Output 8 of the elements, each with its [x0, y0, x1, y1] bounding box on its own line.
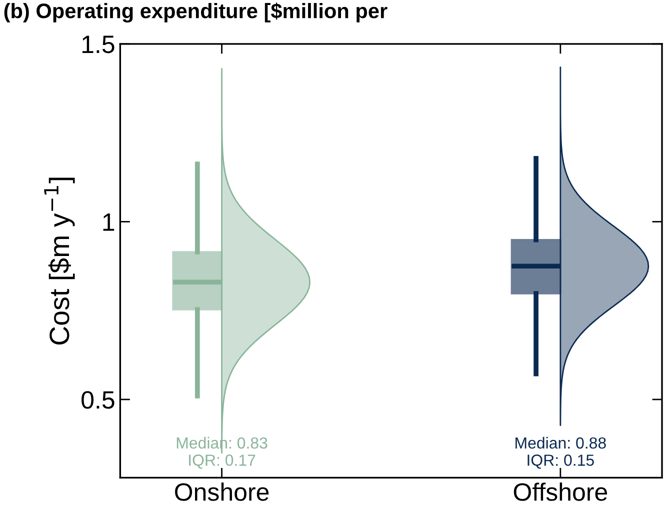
y-axis-title: Cost [$m y$^{−1}$] — [44, 178, 75, 345]
x-tick-label: Offshore — [514, 482, 608, 501]
y-tick-label: 1.5 — [82, 36, 114, 54]
y-tick-label: 0.5 — [82, 391, 114, 409]
y-tick-label: 1 — [103, 214, 114, 231]
x-tick-label: Onshore — [175, 482, 269, 501]
chart-title: (b) Operating expenditure [$million per — [4, 2, 388, 23]
annotation: Median: 0.88 IQR: 0.15 — [516, 436, 606, 469]
